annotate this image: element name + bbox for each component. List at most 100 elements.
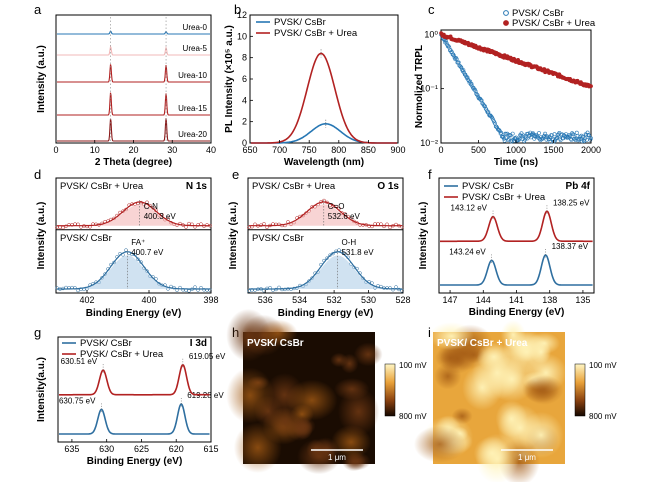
panel-c-ylabel: Normolized TRPL bbox=[414, 45, 425, 128]
panel-c-point bbox=[461, 68, 466, 73]
panel-b-xtick-label: 700 bbox=[272, 145, 287, 155]
panel-g-letter: g bbox=[34, 325, 41, 340]
panel-d-point bbox=[136, 257, 140, 262]
panel-h-grain bbox=[337, 387, 380, 436]
panel-e-peak-name: O-H bbox=[342, 238, 357, 247]
panel-c-legend-label: PVSK/ CsBr + Urea bbox=[512, 18, 596, 29]
panel-c-point bbox=[469, 81, 474, 86]
panel-i-grain bbox=[413, 425, 466, 463]
panel-c-point bbox=[577, 137, 582, 141]
panel-e-xtick-label: 528 bbox=[395, 295, 410, 305]
panel-a-xtick-label: 10 bbox=[90, 145, 100, 155]
panel-e-letter: e bbox=[232, 167, 239, 182]
panel-d-sample-label: PVSK/ CsBr + Urea bbox=[60, 181, 144, 192]
panel-c-xtick-label: 500 bbox=[471, 145, 486, 155]
panel-b-xlabel: Wavelength (nm) bbox=[284, 157, 364, 168]
panel-c-legend-marker bbox=[503, 10, 509, 16]
panel-d-point bbox=[193, 285, 197, 289]
panel-h-grain bbox=[353, 342, 383, 367]
panel-c-xlabel: Time (ns) bbox=[494, 157, 538, 168]
panel-i-colorbar bbox=[574, 363, 586, 417]
panel-f-xtick-label: 147 bbox=[443, 295, 458, 305]
panel-c-xtick-label: 2000 bbox=[581, 145, 601, 155]
panel-f-ylabel: Intensity (a.u.) bbox=[418, 202, 429, 270]
panel-g-xtick-label: 635 bbox=[64, 444, 79, 454]
panel-h-grain bbox=[226, 308, 271, 362]
panel-c-point bbox=[568, 134, 573, 139]
panel-d-ylabel: Intensity (a.u.) bbox=[36, 202, 47, 270]
panel-c-point bbox=[506, 136, 511, 141]
panel-a-series-line bbox=[57, 45, 210, 56]
panel-i-grain bbox=[475, 433, 519, 482]
panel-d-sample-label: PVSK/ CsBr bbox=[60, 233, 112, 244]
panel-i-grain bbox=[434, 362, 462, 390]
panel-f-peak-label: 143.24 eV bbox=[449, 247, 486, 256]
panel-f-xlabel: Binding Energy (eV) bbox=[469, 307, 565, 318]
panel-b-ylabel: PL Intensity (×10⁵ a.u.) bbox=[224, 25, 235, 133]
panel-h-scalebar-label: 1 μm bbox=[328, 453, 346, 462]
panel-b-series-line bbox=[251, 123, 397, 144]
panel-i-colorbar-bottom: 800 mV bbox=[589, 412, 617, 421]
panel-i-grain bbox=[471, 345, 523, 400]
panel-e-ylabel: Intensity (a.u.) bbox=[228, 202, 239, 270]
panel-a-series-label: Urea-5 bbox=[183, 44, 208, 53]
panel-e-xlabel: Binding Energy (eV) bbox=[278, 308, 374, 319]
panel-c-point bbox=[444, 41, 449, 46]
panel-g-peak-label: 630.75 eV bbox=[59, 396, 96, 405]
panel-c-xtick-label: 1000 bbox=[506, 145, 526, 155]
panel-g-series-line bbox=[59, 403, 210, 435]
panel-b-legend-label: PVSK/ CsBr bbox=[274, 17, 326, 28]
panel-d-point bbox=[112, 260, 116, 265]
panel-g-xtick-label: 615 bbox=[203, 444, 218, 454]
panel-c-legend-marker bbox=[503, 20, 509, 26]
panel-i-letter: i bbox=[428, 325, 431, 340]
panel-a-xtick-label: 30 bbox=[167, 145, 177, 155]
panel-c-point bbox=[589, 136, 593, 141]
panel-c-point bbox=[501, 136, 506, 141]
panel-b-ytick-label: 10 bbox=[237, 31, 247, 41]
panel-h-colorbar-bottom: 800 mV bbox=[399, 412, 427, 421]
panel-c-ytick-label: 10⁻¹ bbox=[420, 84, 438, 94]
panel-c-letter: c bbox=[428, 2, 435, 17]
panel-e-point bbox=[337, 248, 341, 252]
panel-h-colorbar-top: 100 mV bbox=[399, 361, 427, 370]
panel-d-peak-name: FA⁺ bbox=[131, 238, 145, 247]
panel-c-point bbox=[560, 132, 564, 137]
panel-c-point bbox=[571, 132, 576, 137]
panel-a-series-line bbox=[57, 30, 210, 35]
panel-d-xlabel: Binding Energy (eV) bbox=[86, 308, 182, 319]
panel-f-series-line bbox=[440, 254, 593, 286]
panel-c-point bbox=[463, 72, 468, 77]
panel-c-point bbox=[483, 104, 487, 109]
panel-e-peak-name: C=O bbox=[328, 202, 345, 211]
panel-e-peak-value: 531.8 eV bbox=[342, 248, 375, 257]
panel-f-xtick-label: 144 bbox=[476, 295, 491, 305]
panel-c-point bbox=[475, 93, 480, 98]
panel-h-colorbar bbox=[384, 363, 396, 417]
panel-e-point bbox=[391, 287, 395, 292]
panel-c-point bbox=[510, 131, 515, 136]
panel-e-point bbox=[376, 222, 380, 226]
panel-a-series-line bbox=[57, 64, 210, 83]
panel-b-ytick-label: 6 bbox=[242, 74, 247, 84]
panel-c-point bbox=[499, 130, 504, 135]
panel-f-xtick-label: 135 bbox=[575, 295, 590, 305]
panel-e-xtick-label: 534 bbox=[292, 295, 307, 305]
panel-a: a Urea-0 Urea-5 Urea-10 Urea-15 Urea-20 0 10 20 3… bbox=[34, 2, 216, 168]
panel-h-grain bbox=[330, 352, 348, 368]
panel-c-point bbox=[521, 133, 526, 138]
panel-e-point bbox=[328, 253, 332, 257]
panel-a-ylabel: Intensity (a.u.) bbox=[36, 45, 47, 113]
panel-d-fit-area bbox=[57, 204, 210, 226]
panel-i: i PVSK/ CsBr + Urea 1 μm 100 mV 800 mV bbox=[413, 320, 617, 482]
panel-h-grain bbox=[290, 416, 316, 436]
panel-b-ytick-label: 2 bbox=[242, 117, 247, 127]
panel-d-fit-line bbox=[57, 251, 210, 290]
panel-d-peak-value: 400.3 eV bbox=[144, 212, 177, 221]
panel-e-xtick-label: 536 bbox=[258, 295, 273, 305]
panel-d-peak-name: C-N bbox=[144, 202, 158, 211]
panel-e-sample-label: PVSK/ CsBr + Urea bbox=[252, 181, 336, 192]
